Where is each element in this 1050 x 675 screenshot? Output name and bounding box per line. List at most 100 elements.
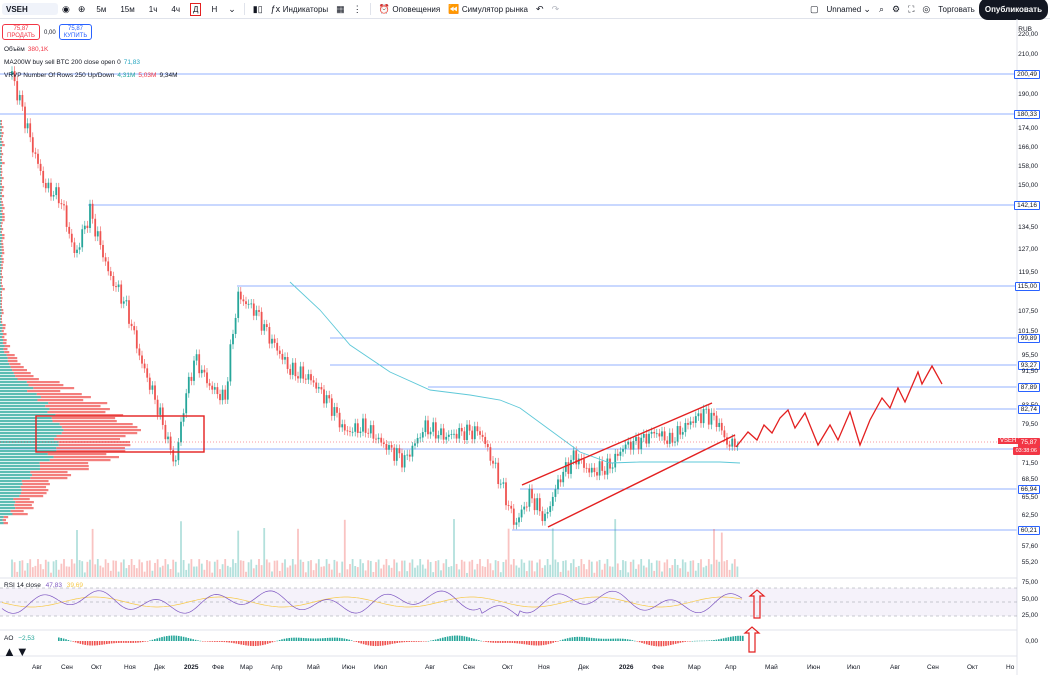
ao-bar <box>274 641 276 642</box>
volume-bar <box>97 559 99 577</box>
vrvp-bar-up <box>0 276 1 278</box>
ao-bar <box>598 639 600 641</box>
volume-bar <box>11 560 13 577</box>
volume-bar <box>321 567 323 577</box>
volume-bar <box>690 561 692 577</box>
candle-body <box>81 229 83 247</box>
vrvp-bar-down <box>37 399 83 401</box>
ao-bar <box>108 641 110 644</box>
ao-bar <box>298 638 300 641</box>
ao-bar <box>248 641 250 646</box>
ao-legend[interactable]: AO −2,53 <box>4 635 35 642</box>
volume-bar <box>430 562 432 577</box>
volume-bar <box>679 568 681 577</box>
vrvp-bar-up <box>0 300 1 302</box>
volume-bar <box>22 560 24 577</box>
candle-body <box>583 459 585 468</box>
candle-body <box>471 431 473 440</box>
candle-body <box>217 387 219 394</box>
candle-body <box>456 434 458 439</box>
price-tick: 55,20 <box>1022 559 1038 566</box>
volume-bar <box>300 560 302 577</box>
candle-body <box>682 432 684 435</box>
ao-bar <box>459 636 461 641</box>
volume-bar <box>214 562 216 577</box>
vrvp-bar-up <box>0 483 22 485</box>
buy-button[interactable]: 75,87 КУПИТЬ <box>59 24 92 40</box>
candle-body <box>344 424 346 430</box>
volume-bar <box>55 560 57 577</box>
ao-bar <box>742 636 744 641</box>
vrvp-bar-down <box>19 495 43 497</box>
candle-body <box>422 432 424 437</box>
volume-bar <box>495 560 497 577</box>
ao-bar <box>269 641 271 643</box>
candle-body <box>523 507 525 510</box>
vrvp-legend[interactable]: VRVP Number Of Rows 250 Up/Down 4,31M 5,03… <box>4 72 178 79</box>
ao-bar <box>190 639 192 641</box>
vrvp-bar-down <box>62 426 138 428</box>
volume-bar <box>373 572 375 577</box>
volume-bar <box>711 564 713 577</box>
volume-bar <box>698 563 700 577</box>
ma-legend[interactable]: MA200W buy sell BTC 200 close open 0 71,8… <box>4 59 140 66</box>
candle-body <box>274 339 276 343</box>
volume-bar <box>614 519 616 577</box>
ao-bar <box>665 641 667 646</box>
vrvp-bar-up <box>0 396 41 398</box>
volume-bar <box>308 561 310 577</box>
volume-bar <box>531 561 533 577</box>
time-tick: Сен <box>927 664 939 671</box>
ao-bar <box>192 639 194 641</box>
candle-body <box>542 511 544 521</box>
volume-bar <box>261 565 263 577</box>
vrvp-bar-up <box>0 207 2 209</box>
volume-bar <box>126 568 128 577</box>
volume-bar <box>146 561 148 577</box>
volume-bar <box>539 559 541 577</box>
rsi-legend[interactable]: RSI 14 close 47,83 39,69 <box>4 582 83 589</box>
candle-body <box>120 285 122 304</box>
volume-bar <box>534 571 536 577</box>
candle-body <box>594 468 596 472</box>
volume-bar <box>349 564 351 577</box>
volume-legend[interactable]: Объём 380,1K <box>4 46 48 53</box>
ao-bar <box>176 636 178 641</box>
ao-bar <box>332 638 334 641</box>
vrvp-bar-down <box>1 318 2 320</box>
volume-bar <box>627 572 629 577</box>
volume-bar <box>682 559 684 577</box>
vrvp-bar-up <box>0 513 12 515</box>
ao-bar <box>60 638 62 641</box>
candle-body <box>29 123 31 137</box>
vrvp-bar-down <box>1 135 3 137</box>
volume-bar <box>63 559 65 577</box>
sell-button[interactable]: 75,87 ПРОДАТЬ <box>2 24 40 40</box>
ao-bar <box>401 641 403 642</box>
time-tick: Июл <box>847 664 860 671</box>
candle-body <box>92 204 94 219</box>
buy-label: КУПИТЬ <box>60 33 91 40</box>
volume-bar <box>591 562 593 577</box>
volume-bar <box>695 571 697 577</box>
candle-body <box>19 95 21 100</box>
volume-bar <box>635 569 637 577</box>
vrvp-bar-up <box>0 297 1 299</box>
sell-label: ПРОДАТЬ <box>3 33 39 40</box>
candle-body <box>315 383 317 389</box>
volume-bar <box>612 567 614 577</box>
vrvp-bar-up <box>0 261 2 263</box>
ao-bar <box>533 641 535 645</box>
candle-body <box>399 448 401 453</box>
time-tick: Май <box>765 664 778 671</box>
volume-bar <box>42 569 44 577</box>
vrvp-bar-up <box>0 456 54 458</box>
vrvp-bar-down <box>4 351 9 353</box>
ao-bar <box>411 641 413 642</box>
volume-bar <box>180 521 182 577</box>
level-price-tag: 60,21 <box>1018 526 1040 535</box>
vrvp-bar-up <box>0 279 1 281</box>
ao-bar <box>408 641 410 642</box>
vrvp-bar-down <box>2 249 4 251</box>
